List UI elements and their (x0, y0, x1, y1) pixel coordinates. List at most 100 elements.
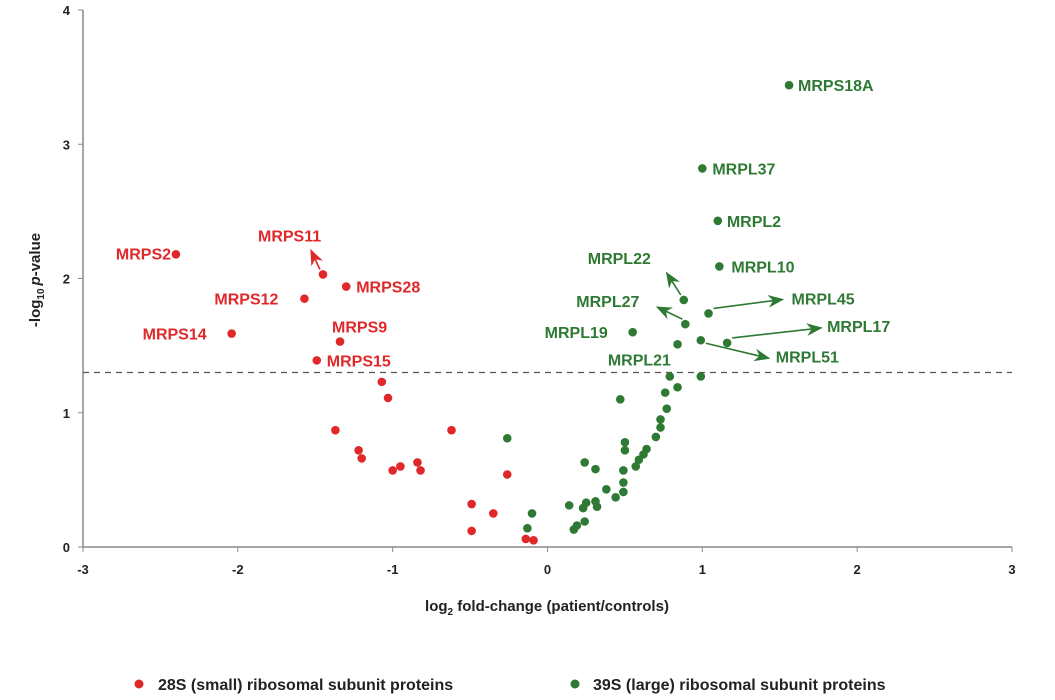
data-point-small (447, 425, 456, 435)
point-label: MRPL19 (545, 325, 608, 342)
y-axis-title: -log10p-value (27, 233, 47, 327)
data-point-large (715, 262, 724, 271)
point-label: MRPS28 (356, 280, 420, 297)
point-label: MRPS9 (332, 320, 387, 337)
label-arrow (310, 249, 323, 270)
data-point-small (467, 499, 476, 509)
x-tick-label: 3 (1008, 562, 1015, 577)
data-point-large (615, 395, 625, 404)
data-point-large (651, 432, 661, 442)
legend: 28S (small) ribosomal subunit proteins 3… (134, 677, 886, 694)
data-point-small (300, 294, 309, 303)
point-labels: MRPS2 MRPS11 MRPS28 MRPS12 MRPS9 MRPS14 MRPS15… (116, 78, 890, 370)
data-point-small (388, 466, 397, 475)
y-tick-label: 1 (63, 406, 70, 421)
y-tick-label: 0 (63, 540, 70, 555)
data-point-small (227, 329, 236, 338)
data-point-large (722, 338, 732, 348)
data-point-large (679, 295, 689, 305)
data-point-large (569, 525, 579, 534)
x-tick-label: 1 (699, 562, 706, 577)
data-point-small (489, 509, 498, 518)
data-point-small (521, 534, 531, 544)
data-point-small (383, 393, 393, 403)
data-point-large (698, 164, 707, 173)
data-point-large (592, 502, 602, 512)
label-arrow (732, 323, 823, 339)
point-label: MRPL51 (776, 349, 839, 366)
data-point-small (502, 470, 512, 479)
data-point-large (502, 433, 512, 443)
data-point-small (413, 458, 422, 467)
data-point-small (467, 526, 476, 536)
data-point-large (527, 509, 537, 518)
data-point-large (660, 388, 670, 397)
data-point-small (341, 282, 351, 291)
point-label: MRPS11 (258, 228, 321, 245)
point-label: MRPS12 (214, 292, 278, 309)
data-point-large (602, 484, 611, 494)
x-axis-title: log2 fold-change (patient/controls) (425, 598, 669, 618)
label-arrow (665, 271, 682, 296)
data-point-large (523, 523, 532, 533)
point-label: MRPL21 (608, 353, 671, 370)
data-point-large (696, 335, 706, 345)
data-point-large (620, 446, 630, 455)
data-point-large (591, 464, 600, 474)
point-label: MRPS18A (798, 78, 874, 95)
data-point-large (564, 501, 574, 510)
legend-label-large: 39S (large) ribosomal subunit proteins (593, 677, 886, 694)
data-point-large (620, 437, 630, 447)
data-point-small (318, 270, 328, 279)
point-label: MRPS14 (143, 327, 207, 344)
data-point-small (335, 337, 345, 346)
data-point-large (681, 319, 690, 329)
data-point-small (354, 446, 363, 455)
data-point-large (628, 327, 637, 337)
data-point-large (673, 382, 682, 392)
data-point-large (611, 493, 620, 502)
y-tick-label: 2 (63, 272, 70, 287)
data-point-small (312, 356, 322, 365)
legend-marker-small (134, 679, 144, 689)
data-point-large (696, 372, 706, 381)
data-point-large (578, 503, 588, 513)
legend-label-small: 28S (small) ribosomal subunit proteins (158, 677, 453, 694)
x-tick-label: -1 (387, 562, 399, 577)
data-point-large (619, 478, 628, 487)
label-arrow (705, 342, 771, 362)
point-label: MRPL17 (827, 319, 890, 336)
data-point-large (656, 415, 665, 424)
data-point-large (580, 458, 589, 467)
point-label: MRPL2 (727, 214, 781, 231)
data-point-large (580, 517, 589, 526)
y-tick-label: 3 (63, 137, 70, 152)
data-point-small (377, 377, 387, 387)
label-arrow (713, 294, 785, 310)
data-point-large (619, 487, 628, 497)
x-tick-label: 0 (544, 562, 551, 577)
point-label: MRPS15 (327, 353, 391, 370)
data-point-small (396, 462, 405, 471)
data-point-large (662, 404, 672, 414)
y-tick-label: 4 (63, 3, 71, 18)
label-arrow (655, 306, 683, 320)
point-label: MRPL45 (792, 291, 855, 308)
data-point-large (634, 455, 644, 465)
data-point-small (331, 425, 340, 435)
data-point-large (665, 372, 675, 381)
data-point-large (656, 423, 665, 432)
x-tick-label: -2 (232, 562, 244, 577)
data-point-small (416, 466, 425, 475)
data-point-large (784, 80, 794, 90)
point-label: MRPL10 (731, 259, 794, 276)
data-point-small (529, 535, 538, 545)
data-point-large (673, 339, 682, 349)
x-tick-label: 2 (854, 562, 861, 577)
point-label: MRPL27 (576, 294, 639, 311)
data-point-large (631, 462, 641, 471)
point-label: MRPS2 (116, 246, 171, 263)
axes: -3 -2 -1 0 1 2 3 0 1 2 3 4 (63, 3, 1016, 577)
data-point-small (357, 454, 367, 463)
